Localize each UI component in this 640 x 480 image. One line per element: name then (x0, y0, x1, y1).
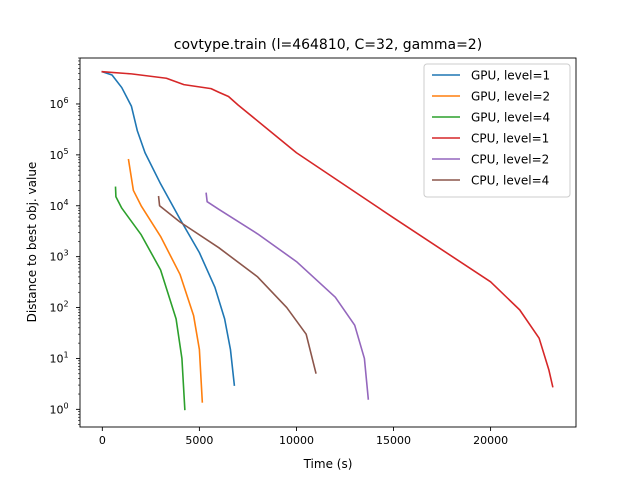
legend-label-6: CPU, level=4 (471, 174, 549, 188)
y-tick-label-7: 106 (49, 96, 68, 111)
y-tick-label-6: 105 (49, 147, 68, 162)
y-tick-label-4: 103 (49, 249, 68, 264)
y-axis-label: Distance to best obj. value (25, 162, 39, 323)
legend-label-2: GPU, level=2 (471, 90, 550, 104)
series-line-5 (205, 192, 370, 400)
series-line-1 (101, 70, 236, 386)
x-tick-label-3: 10000 (279, 434, 314, 447)
y-tick-label-1: 100 (49, 401, 68, 416)
x-tick-label-2: 5000 (185, 434, 213, 447)
series-line-6 (157, 195, 317, 374)
x-tick-label-1: 0 (99, 434, 106, 447)
axes-frame (79, 57, 577, 428)
axes-layer: 0 5000 10000 15000 20000 100 101 102 103 104 105 10… (49, 57, 577, 447)
series-line-2 (127, 158, 204, 403)
series-layer (101, 70, 554, 411)
y-tick-label-2: 101 (49, 350, 68, 365)
x-axis-label: Time (s) (303, 457, 353, 471)
legend-label-4: CPU, level=1 (471, 132, 549, 146)
chart-title: covtype.train (l=464810, C=32, gamma=2) (174, 37, 482, 53)
series-line-4 (101, 70, 554, 388)
legend-label-1: GPU, level=1 (471, 69, 550, 83)
legend-box (423, 63, 571, 198)
legend: GPU, level=1 GPU, level=2 GPU, level=4 CPU,… (423, 63, 571, 198)
x-tick-label-5: 20000 (473, 434, 508, 447)
legend-label-3: GPU, level=4 (471, 111, 550, 125)
y-tick-label-3: 102 (49, 300, 68, 315)
y-tick-label-5: 104 (49, 198, 68, 213)
series-line-3 (114, 186, 186, 411)
legend-label-5: CPU, level=2 (471, 153, 549, 167)
x-tick-label-4: 15000 (376, 434, 411, 447)
